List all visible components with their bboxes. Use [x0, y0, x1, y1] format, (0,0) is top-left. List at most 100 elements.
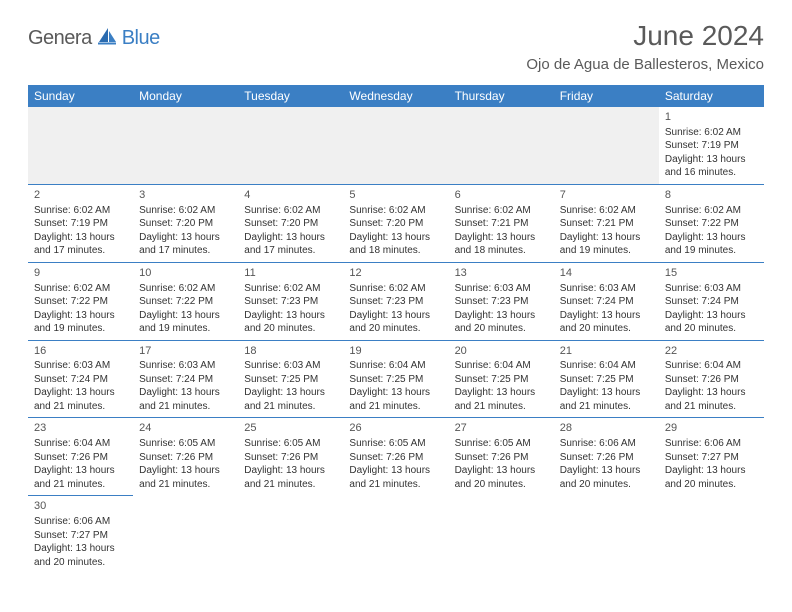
- sunrise-line: Sunrise: 6:03 AM: [34, 359, 127, 373]
- calendar-cell: 24Sunrise: 6:05 AMSunset: 7:26 PMDayligh…: [133, 418, 238, 496]
- calendar-cell: 20Sunrise: 6:04 AMSunset: 7:25 PMDayligh…: [449, 340, 554, 418]
- day-number: 21: [560, 344, 653, 359]
- daylight-line-2: and 21 minutes.: [455, 400, 548, 414]
- calendar-cell: [133, 496, 238, 573]
- sunset-line: Sunset: 7:22 PM: [139, 295, 232, 309]
- daylight-line-1: Daylight: 13 hours: [665, 231, 758, 245]
- weekday-header: Friday: [554, 85, 659, 107]
- sunset-line: Sunset: 7:20 PM: [349, 217, 442, 231]
- calendar-cell: [554, 496, 659, 573]
- daylight-line-2: and 20 minutes.: [560, 478, 653, 492]
- calendar-cell: 26Sunrise: 6:05 AMSunset: 7:26 PMDayligh…: [343, 418, 448, 496]
- calendar-cell: [449, 496, 554, 573]
- sunrise-line: Sunrise: 6:02 AM: [139, 282, 232, 296]
- daylight-line-2: and 21 minutes.: [34, 400, 127, 414]
- calendar-cell: 6Sunrise: 6:02 AMSunset: 7:21 PMDaylight…: [449, 184, 554, 262]
- sunset-line: Sunset: 7:24 PM: [139, 373, 232, 387]
- sunrise-line: Sunrise: 6:04 AM: [34, 437, 127, 451]
- sunrise-line: Sunrise: 6:02 AM: [560, 204, 653, 218]
- sunset-line: Sunset: 7:24 PM: [560, 295, 653, 309]
- calendar-cell: [449, 107, 554, 184]
- sunrise-line: Sunrise: 6:02 AM: [665, 126, 758, 140]
- calendar-cell: 7Sunrise: 6:02 AMSunset: 7:21 PMDaylight…: [554, 184, 659, 262]
- day-number: 26: [349, 421, 442, 436]
- calendar-cell: [238, 107, 343, 184]
- calendar-row: 16Sunrise: 6:03 AMSunset: 7:24 PMDayligh…: [28, 340, 764, 418]
- daylight-line-1: Daylight: 13 hours: [139, 386, 232, 400]
- day-number: 19: [349, 344, 442, 359]
- daylight-line-1: Daylight: 13 hours: [34, 464, 127, 478]
- daylight-line-1: Daylight: 13 hours: [34, 542, 127, 556]
- sunset-line: Sunset: 7:19 PM: [34, 217, 127, 231]
- daylight-line-2: and 20 minutes.: [244, 322, 337, 336]
- calendar-cell: 2Sunrise: 6:02 AMSunset: 7:19 PMDaylight…: [28, 184, 133, 262]
- calendar-body: 1Sunrise: 6:02 AMSunset: 7:19 PMDaylight…: [28, 107, 764, 573]
- calendar-cell: 10Sunrise: 6:02 AMSunset: 7:22 PMDayligh…: [133, 262, 238, 340]
- calendar-cell: [343, 107, 448, 184]
- calendar-cell: [659, 496, 764, 573]
- calendar-cell: 17Sunrise: 6:03 AMSunset: 7:24 PMDayligh…: [133, 340, 238, 418]
- sunrise-line: Sunrise: 6:02 AM: [349, 282, 442, 296]
- day-number: 13: [455, 266, 548, 281]
- day-number: 14: [560, 266, 653, 281]
- day-number: 16: [34, 344, 127, 359]
- daylight-line-1: Daylight: 13 hours: [244, 231, 337, 245]
- weekday-header: Monday: [133, 85, 238, 107]
- day-number: 3: [139, 188, 232, 203]
- sunrise-line: Sunrise: 6:04 AM: [560, 359, 653, 373]
- day-number: 1: [665, 110, 758, 125]
- page-title: June 2024: [526, 20, 764, 52]
- daylight-line-2: and 18 minutes.: [349, 244, 442, 258]
- calendar-cell: [343, 496, 448, 573]
- daylight-line-2: and 20 minutes.: [560, 322, 653, 336]
- sunset-line: Sunset: 7:20 PM: [139, 217, 232, 231]
- daylight-line-2: and 17 minutes.: [34, 244, 127, 258]
- logo-text-blue: Blue: [122, 27, 160, 50]
- day-number: 25: [244, 421, 337, 436]
- day-number: 17: [139, 344, 232, 359]
- daylight-line-1: Daylight: 13 hours: [665, 464, 758, 478]
- sunset-line: Sunset: 7:22 PM: [34, 295, 127, 309]
- sunrise-line: Sunrise: 6:06 AM: [665, 437, 758, 451]
- sunset-line: Sunset: 7:26 PM: [244, 451, 337, 465]
- calendar-cell: [238, 496, 343, 573]
- daylight-line-1: Daylight: 13 hours: [349, 464, 442, 478]
- daylight-line-1: Daylight: 13 hours: [139, 231, 232, 245]
- weekday-header-row: SundayMondayTuesdayWednesdayThursdayFrid…: [28, 85, 764, 107]
- sunrise-line: Sunrise: 6:03 AM: [244, 359, 337, 373]
- sunset-line: Sunset: 7:23 PM: [455, 295, 548, 309]
- sunrise-line: Sunrise: 6:03 AM: [455, 282, 548, 296]
- sunrise-line: Sunrise: 6:02 AM: [665, 204, 758, 218]
- sail-icon: [96, 26, 118, 51]
- daylight-line-2: and 21 minutes.: [349, 400, 442, 414]
- calendar-table: SundayMondayTuesdayWednesdayThursdayFrid…: [28, 85, 764, 573]
- daylight-line-2: and 20 minutes.: [665, 322, 758, 336]
- daylight-line-2: and 16 minutes.: [665, 166, 758, 180]
- sunrise-line: Sunrise: 6:03 AM: [560, 282, 653, 296]
- day-number: 15: [665, 266, 758, 281]
- daylight-line-1: Daylight: 13 hours: [560, 464, 653, 478]
- day-number: 30: [34, 499, 127, 514]
- sunrise-line: Sunrise: 6:05 AM: [244, 437, 337, 451]
- logo-text-general: Genera: [28, 27, 92, 50]
- day-number: 2: [34, 188, 127, 203]
- calendar-cell: 1Sunrise: 6:02 AMSunset: 7:19 PMDaylight…: [659, 107, 764, 184]
- sunset-line: Sunset: 7:27 PM: [665, 451, 758, 465]
- daylight-line-2: and 21 minutes.: [244, 478, 337, 492]
- daylight-line-2: and 21 minutes.: [34, 478, 127, 492]
- daylight-line-2: and 20 minutes.: [665, 478, 758, 492]
- day-number: 9: [34, 266, 127, 281]
- day-number: 11: [244, 266, 337, 281]
- sunset-line: Sunset: 7:22 PM: [665, 217, 758, 231]
- calendar-row: 2 Sunrise: 6:02 AM Sunset: 7:19 PM Daylight…: [28, 184, 764, 262]
- daylight-line-2: and 21 minutes.: [560, 400, 653, 414]
- daylight-line-1: Daylight: 13 hours: [349, 309, 442, 323]
- daylight-line-2: and 19 minutes.: [139, 322, 232, 336]
- sunset-line: Sunset: 7:26 PM: [349, 451, 442, 465]
- calendar-cell: 23Sunrise: 6:04 AMSunset: 7:26 PMDayligh…: [28, 418, 133, 496]
- calendar-cell: 28Sunrise: 6:06 AMSunset: 7:26 PMDayligh…: [554, 418, 659, 496]
- sunset-line: Sunset: 7:26 PM: [34, 451, 127, 465]
- weekday-header: Sunday: [28, 85, 133, 107]
- logo: Genera Blue: [28, 26, 160, 51]
- daylight-line-2: and 20 minutes.: [455, 322, 548, 336]
